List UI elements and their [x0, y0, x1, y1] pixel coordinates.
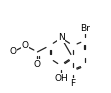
Text: OH: OH: [55, 74, 68, 83]
Text: O: O: [22, 41, 29, 50]
Text: O: O: [10, 47, 17, 56]
Text: F: F: [70, 79, 76, 88]
Text: N: N: [58, 33, 65, 42]
Text: O: O: [34, 60, 41, 69]
Text: O: O: [22, 41, 29, 50]
Text: Br: Br: [80, 24, 90, 33]
